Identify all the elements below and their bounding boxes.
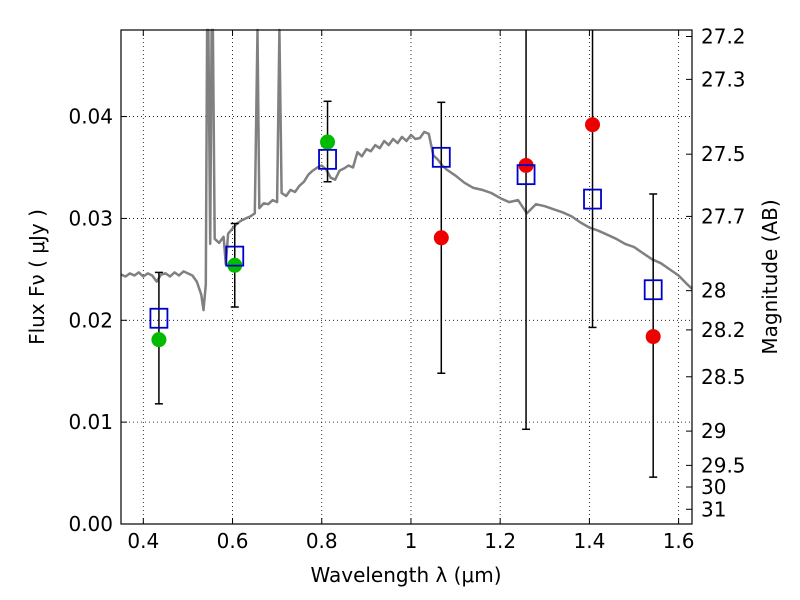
model-photometry-point <box>643 279 663 301</box>
non-detection-point <box>433 230 449 246</box>
y-tick-label: 0.02 <box>68 308 113 332</box>
model-photometry-point <box>431 146 451 168</box>
x-tick-label: 0.8 <box>306 529 338 553</box>
y2-tick-label: 27.7 <box>701 204 746 228</box>
x-tick-label: 1.4 <box>573 529 605 553</box>
y-axis: 0.00 0.01 0.02 0.03 0.04 <box>68 105 127 536</box>
y2-tick-label: 29 <box>701 419 726 443</box>
model-photometry-point <box>149 307 169 329</box>
y2-axis-title: Magnitude (AB) <box>758 199 782 354</box>
model-photometry-point <box>516 164 536 186</box>
y2-tick-label: 28.2 <box>701 318 746 342</box>
model-photometry-point <box>225 245 245 267</box>
y2-tick-label: 27.3 <box>701 67 746 91</box>
y2-tick-label: 29.5 <box>701 453 746 477</box>
y-tick-label: 0.04 <box>68 105 113 129</box>
non-detection-point <box>645 329 661 345</box>
model-photometry-point <box>583 188 602 210</box>
model-spectrum <box>120 28 693 312</box>
y2-tick-label: 27.2 <box>701 24 746 48</box>
plot-frame <box>120 29 693 525</box>
x-tick-label: 1 <box>405 529 418 553</box>
y2-tick-label: 31 <box>701 497 726 521</box>
detection-point <box>151 332 167 348</box>
y2-tick-label: 28 <box>701 279 726 303</box>
y-axis-title: Flux Fν ( μJy ) <box>25 209 49 345</box>
y-tick-label: 0.01 <box>68 410 113 434</box>
model-spectrum-line <box>120 28 693 312</box>
plot-area <box>121 30 692 524</box>
data-markers <box>149 117 663 348</box>
y-tick-label: 0.03 <box>68 206 113 230</box>
detection-point <box>320 134 336 150</box>
x-tick-label: 1.6 <box>663 529 695 553</box>
x-axis: 0.4 0.6 0.8 1 1.2 1.4 1.6 <box>127 30 695 553</box>
x-tick-label: 0.6 <box>217 529 249 553</box>
y2-tick-label: 30 <box>701 475 726 499</box>
y-tick-label: 0.00 <box>68 512 113 536</box>
x-axis-title: Wavelength λ (μm) <box>310 563 501 587</box>
x-tick-label: 1.2 <box>484 529 516 553</box>
y2-tick-label: 28.5 <box>701 365 746 389</box>
non-detection-point <box>585 117 601 133</box>
x-tick-label: 0.4 <box>127 529 159 553</box>
y2-tick-label: 27.5 <box>701 142 746 166</box>
model-photometry-point <box>318 148 337 170</box>
